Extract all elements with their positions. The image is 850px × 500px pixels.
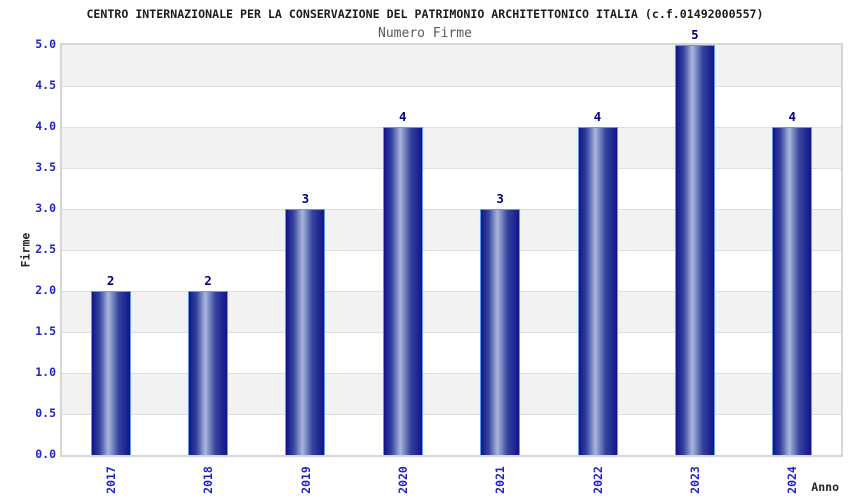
y-tick-5.0: 5.0 [35,37,56,51]
bar-value-label: 4 [399,109,407,124]
grid-band [62,291,841,332]
gridline [62,414,841,415]
bar-2022 [577,127,618,455]
y-tick-2.0: 2.0 [35,283,56,297]
bar-2017 [90,291,131,455]
gridline [62,332,841,333]
y-tick-2.5: 2.5 [35,242,56,256]
bar-2021 [480,209,521,455]
x-tick-2020: 2020 [395,466,410,494]
x-tick-2017: 2017 [103,466,118,494]
gridline [62,168,841,169]
x-tick-2019: 2019 [298,466,313,494]
grid-band [62,127,841,168]
bar-2019 [285,209,326,455]
x-axis-label: Anno [811,480,839,494]
y-tick-1.5: 1.5 [35,324,56,338]
chart-title: CENTRO INTERNAZIONALE PER LA CONSERVAZIO… [86,7,764,21]
grid-band [62,209,841,250]
bar-2024 [772,127,813,455]
y-tick-0.5: 0.5 [35,406,56,420]
chart-subtitle: Numero Firme [378,26,472,41]
bar-value-label: 3 [301,191,310,206]
bar-2023 [674,45,715,455]
y-tick-0.0: 0.0 [35,447,56,461]
bar-value-label: 4 [593,109,602,124]
grid-band [62,45,841,86]
gridline [62,86,841,87]
bar-value-label: 5 [691,27,699,42]
y-tick-4.5: 4.5 [35,78,56,92]
plot-area: 2 2 3 4 3 4 5 4 [60,27,843,457]
y-tick-3.0: 3.0 [35,201,56,215]
gridline [62,209,841,210]
bar-2020 [382,127,423,455]
y-tick-1.0: 1.0 [35,365,56,379]
gridline [62,127,841,128]
bar-2018 [188,291,229,455]
grid-band [62,373,841,414]
x-tick-2023: 2023 [687,466,702,494]
bar-value-label: 3 [496,191,504,206]
gridline [62,250,841,251]
gridline [62,373,841,374]
gridline [62,291,841,292]
x-tick-2022: 2022 [590,466,605,494]
x-tick-2021: 2021 [493,466,508,494]
bar-value-label: 2 [106,273,115,288]
bar-value-label: 2 [204,273,212,288]
y-tick-4.0: 4.0 [35,119,56,133]
bar-value-label: 4 [788,109,797,124]
y-tick-3.5: 3.5 [35,160,56,174]
x-tick-2018: 2018 [201,466,216,494]
x-tick-2024: 2024 [785,466,800,494]
